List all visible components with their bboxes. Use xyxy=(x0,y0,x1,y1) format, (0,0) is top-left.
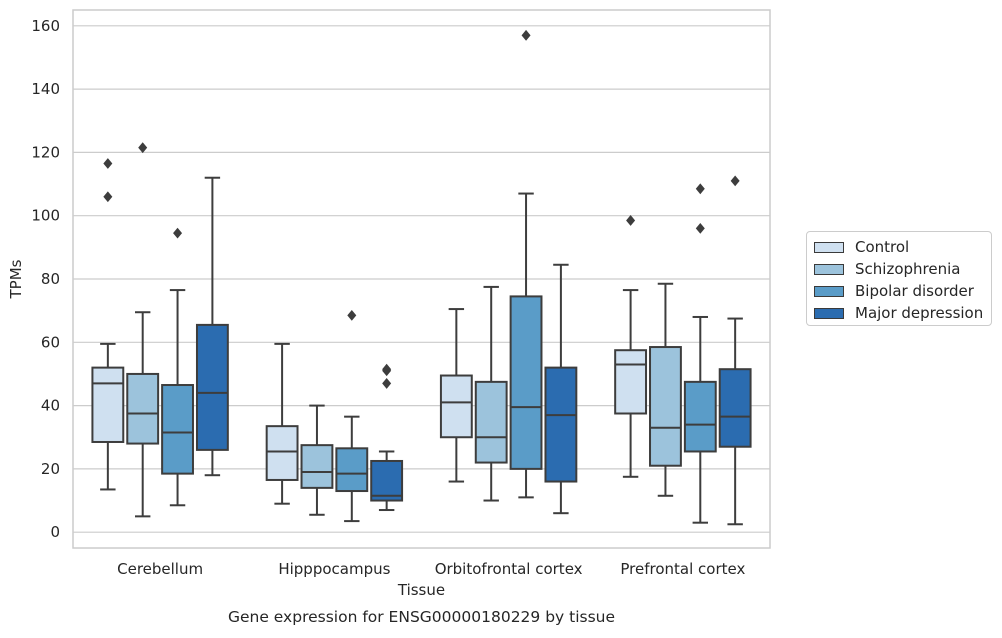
box-control-cerebellum-outlier-0 xyxy=(103,191,113,203)
legend-swatch-control xyxy=(814,241,844,253)
legend-swatch-schizophrenia xyxy=(814,263,844,275)
box-bipolar-disorder-hipppocampus xyxy=(335,447,369,493)
y-tick-label-120: 120 xyxy=(31,143,60,161)
box-bipolar-disorder-orbitofrontal-cortex-outlier-0 xyxy=(521,29,531,41)
box-bipolar-disorder-prefrontal-cortex xyxy=(683,380,717,453)
legend-item-control: Control xyxy=(814,237,909,257)
legend-swatch-major-depression xyxy=(814,307,844,319)
legend-label-bipolar-disorder: Bipolar disorder xyxy=(855,282,974,300)
box-bipolar-disorder-prefrontal-cortex-outlier-0 xyxy=(695,222,705,234)
chart-title: Gene expression for ENSG00000180229 by t… xyxy=(228,608,615,626)
box-bipolar-disorder-prefrontal-cortex-outlier-1 xyxy=(695,183,705,195)
box-schizophrenia-hipppocampus xyxy=(300,444,334,489)
box-bipolar-disorder-cerebellum-outlier-0 xyxy=(173,227,183,239)
box-schizophrenia-prefrontal-cortex xyxy=(649,346,682,467)
box-major-depression-cerebellum xyxy=(195,323,229,451)
y-tick-label-100: 100 xyxy=(31,207,60,225)
box-major-depression-hipppocampus-outlier-2 xyxy=(382,363,392,375)
legend-label-control: Control xyxy=(855,238,910,256)
y-tick-label-80: 80 xyxy=(41,270,60,288)
box-major-depression-hipppocampus-outlier-0 xyxy=(382,378,392,389)
y-tick-label-160: 160 xyxy=(31,17,60,35)
x-tick-label-prefrontal-cortex: Prefrontal cortex xyxy=(620,560,745,578)
legend-swatch-bipolar-disorder xyxy=(814,285,844,297)
box-control-hipppocampus xyxy=(265,425,299,481)
legend-item-bipolar-disorder: Bipolar disorder xyxy=(814,281,974,301)
y-tick-label-140: 140 xyxy=(31,80,60,98)
box-bipolar-disorder-cerebellum xyxy=(161,384,194,475)
box-control-cerebellum-outlier-1 xyxy=(103,158,113,169)
box-control-cerebellum xyxy=(91,366,125,443)
y-tick-label-40: 40 xyxy=(41,397,60,415)
box-bipolar-disorder-hipppocampus-outlier-0 xyxy=(347,309,357,321)
y-tick-label-20: 20 xyxy=(41,460,60,478)
y-tick-label-0: 0 xyxy=(50,523,60,541)
box-major-depression-prefrontal-cortex xyxy=(718,368,752,448)
x-tick-label-hipppocampus: Hipppocampus xyxy=(278,560,390,578)
box-schizophrenia-cerebellum-outlier-0 xyxy=(138,142,148,154)
x-tick-label-orbitofrontal-cortex: Orbitofrontal cortex xyxy=(435,560,583,578)
legend-label-schizophrenia: Schizophrenia xyxy=(855,260,961,278)
legend-item-major-depression: Major depression xyxy=(814,303,983,323)
box-control-prefrontal-cortex xyxy=(614,349,648,415)
x-tick-label-cerebellum: Cerebellum xyxy=(117,560,203,578)
box-bipolar-disorder-orbitofrontal-cortex xyxy=(509,295,543,470)
box-control-orbitofrontal-cortex xyxy=(439,374,473,439)
x-axis-label: Tissue xyxy=(397,581,445,599)
legend-label-major-depression: Major depression xyxy=(855,304,984,322)
y-tick-label-60: 60 xyxy=(41,333,60,351)
plot-frame xyxy=(72,9,771,549)
legend: Control Schizophrenia Bipolar disorder M… xyxy=(806,231,992,326)
y-axis-label: TPMs xyxy=(7,259,25,299)
box-schizophrenia-cerebellum xyxy=(126,372,160,445)
box-major-depression-orbitofrontal-cortex xyxy=(544,366,578,483)
box-major-depression-prefrontal-cortex-outlier-0 xyxy=(730,175,740,187)
legend-item-schizophrenia: Schizophrenia xyxy=(814,259,960,279)
box-control-prefrontal-cortex-outlier-0 xyxy=(626,215,636,226)
box-schizophrenia-orbitofrontal-cortex xyxy=(474,380,508,464)
box-major-depression-hipppocampus xyxy=(370,459,404,502)
